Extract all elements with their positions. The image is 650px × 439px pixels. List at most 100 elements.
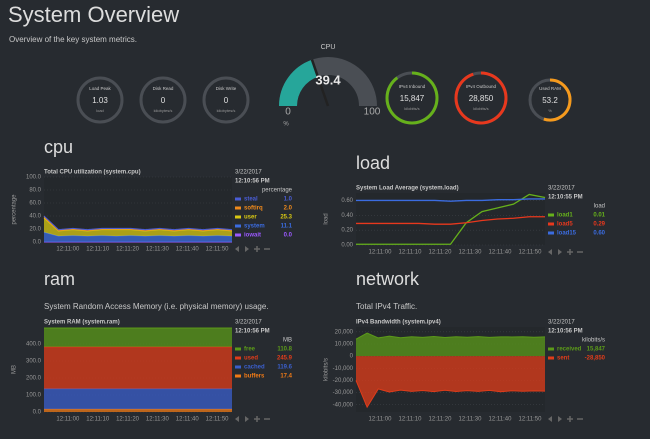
gauge-units: load [96,108,104,113]
legend-name: sent [557,356,569,362]
area [44,346,232,389]
x-tick-label: 12:11:40 [489,250,513,256]
legend-value: 110.8 [277,347,292,353]
legend-name: buffers [244,374,265,380]
section-description: Total IPv4 Traffic. [356,302,417,311]
line [356,198,545,202]
area [44,217,232,237]
x-tick-label: 12:11:30 [459,250,483,256]
x-tick-label: 12:11:50 [206,247,230,253]
legend-name: used [244,356,258,362]
legend-name: softirq [244,206,263,212]
toolbar-icon [558,249,562,255]
x-tick-label: 12:11:40 [489,417,513,423]
y-tick-label: 400.0 [26,342,42,348]
gauge-arc [385,71,439,125]
legend-time: 12:10:56 PM [548,329,583,335]
x-tick-label: 12:11:00 [56,417,80,423]
legend-name: load5 [557,222,573,228]
legend-value: 0.29 [593,222,605,228]
section-description: System Random Access Memory (i.e. physic… [44,302,269,311]
legend-units: percentage [262,188,293,194]
legend-value: 0.0 [284,233,293,239]
legend-time: 12:10:55 PM [548,195,583,201]
y-tick-label: -30,000 [333,390,354,396]
legend-date: 3/22/2017 [548,186,575,192]
toolbar-icon [567,416,573,422]
legend-swatch [235,197,241,201]
legend-date: 3/22/2017 [548,320,575,326]
legend-value: 119.6 [277,365,292,371]
legend-name: cached [244,365,265,371]
chart-title: Total CPU utilization (system.cpu) [44,170,141,176]
x-tick-label: 12:11:20 [116,247,140,253]
y-tick-label: -20,000 [333,378,354,384]
x-tick-label: 12:11:50 [519,417,543,423]
toolbar-icon [548,249,552,255]
section-heading: network [356,269,420,289]
gauge-arc [454,71,508,125]
gauge-label: Disk Read [153,86,174,91]
legend-name: steal [244,197,258,203]
gauge-units: % [548,108,552,113]
x-tick-label: 12:11:20 [429,417,453,423]
line [356,216,545,225]
gauge-value: 0 [224,96,229,105]
y-tick-label: 100.0 [26,175,42,181]
legend-swatch [235,347,241,351]
y-tick-label: 80.0 [29,188,41,194]
legend-time: 12:10:56 PM [235,329,270,335]
gauge-title: CPU [321,44,336,51]
chart-title: System RAM (system.ram) [44,320,120,326]
legend-value: 11.1 [281,224,293,230]
legend-swatch [235,356,241,360]
toolbar-icon [235,246,239,252]
y-tick-label: 100.0 [26,393,42,399]
legend-swatch [235,233,241,237]
gauge-arc [543,78,572,122]
gauge-value: 1.03 [92,96,108,105]
area-line [43,217,233,232]
gauge-value: 28,850 [469,94,494,103]
toolbar-icon [548,416,552,422]
legend-swatch [548,231,554,235]
gauge-fill [279,59,319,107]
legend-value: 0.60 [593,231,605,237]
legend-swatch [548,347,554,351]
y-axis-label: MB [12,365,18,374]
gauge-ring [139,76,187,124]
legend-date: 3/22/2017 [235,170,262,176]
area-line [43,215,233,231]
x-tick-label: 12:11:10 [399,417,423,423]
legend-name: load1 [557,213,573,219]
gauge-ring [202,76,250,124]
section-heading: load [356,153,390,173]
legend-swatch [235,374,241,378]
legend-time: 12:10:56 PM [235,179,270,185]
toolbar-icon [558,416,562,422]
area [44,232,232,242]
gauge-value: 39.4 [315,72,341,87]
legend-value: 15,847 [587,347,606,353]
area [44,409,232,412]
y-tick-label: 0 [350,354,354,360]
area-line [355,332,546,340]
y-axis-label: percentage [12,194,18,225]
y-tick-label: 20.0 [29,227,41,233]
page-title: System Overview [8,2,179,27]
legend-swatch [235,206,241,210]
section-heading: cpu [44,137,73,157]
x-tick-label: 12:11:00 [369,250,393,256]
gauge-label: IPv4 Inbound [399,84,426,89]
gauge-label: Used RAM [539,86,561,91]
legend-value: 25.3 [280,215,292,221]
gauge-value: 53.2 [542,96,558,105]
legend-value: 1.0 [284,197,293,203]
legend-swatch [235,365,241,369]
x-tick-label: 12:11:10 [86,247,110,253]
legend-swatch [235,224,241,228]
x-tick-label: 12:11:10 [399,250,423,256]
legend-units: MB [283,338,292,344]
area [44,328,232,347]
page-subtitle: Overview of the key system metrics. [9,35,137,44]
